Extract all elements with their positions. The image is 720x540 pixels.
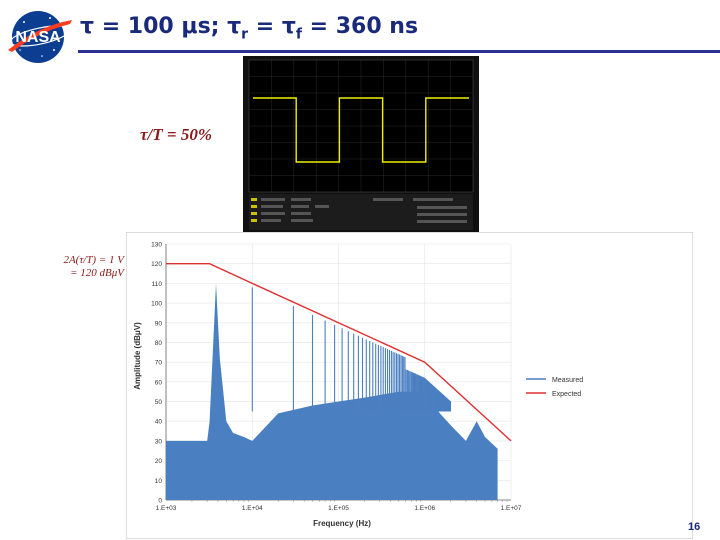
page-number: 16 <box>688 521 701 533</box>
y-tick-label: 50 <box>155 399 163 406</box>
y-tick-label: 30 <box>155 438 163 445</box>
x-tick-label: 1.E+05 <box>328 505 349 512</box>
x-tick-label: 1.E+04 <box>242 505 263 512</box>
y-tick-label: 90 <box>155 320 163 327</box>
y-tick-label: 10 <box>155 478 163 485</box>
measured-spectrum-fill <box>166 283 498 500</box>
y-tick-label: 70 <box>155 360 163 367</box>
y-tick-label: 40 <box>155 419 163 426</box>
x-tick-label: 1.E+07 <box>501 505 522 512</box>
y-tick-label: 110 <box>152 281 163 288</box>
title-sub-f: f <box>295 26 302 43</box>
title-end: = 360 ns <box>301 14 419 39</box>
amplitude-note-line1: 2A(τ/T) = 1 V <box>63 254 124 266</box>
legend-expected-label: Expected <box>552 391 581 398</box>
scope-square-wave <box>253 97 469 163</box>
title-main: τ = 100 μs; τ <box>80 14 242 39</box>
x-tick-label: 1.E+06 <box>414 505 435 512</box>
measured-harmonic-peaks <box>251 287 452 412</box>
y-tick-label: 100 <box>151 301 162 308</box>
y-tick-labels: 0 10 20 30 40 50 60 70 80 90 100 110 120 130 <box>151 242 162 505</box>
duty-cycle-label: τ/T = 50% <box>140 125 213 144</box>
y-tick-label: 0 <box>158 498 162 505</box>
legend-measured-label: Measured <box>552 377 583 384</box>
x-axis-label: Frequency (Hz) <box>313 519 371 528</box>
y-tick-label: 20 <box>155 458 163 465</box>
title-rule <box>78 50 720 53</box>
x-tick-label: 1.E+03 <box>156 505 177 512</box>
y-axis-label: Amplitude (dBμV) <box>133 322 142 390</box>
amplitude-note: 2A(τ/T) = 1 V = 120 dBμV <box>46 254 124 280</box>
slide-title: τ = 100 μs; τr = τf = 360 ns <box>80 14 418 42</box>
y-tick-label: 130 <box>151 242 162 249</box>
title-sub-r: r <box>241 26 249 43</box>
y-tick-label: 120 <box>151 261 162 268</box>
y-tick-label: 60 <box>155 379 163 386</box>
oscilloscope-screen <box>243 56 479 232</box>
scope-grid <box>249 60 473 192</box>
amplitude-note-line2: = 120 dBμV <box>70 267 124 279</box>
x-tick-labels: 1.E+03 1.E+04 1.E+05 1.E+06 1.E+07 <box>156 505 522 512</box>
nasa-logo-text: NASA <box>15 29 61 46</box>
expected-envelope-line <box>166 263 512 442</box>
nasa-logo: NASA <box>8 11 72 63</box>
y-tick-label: 80 <box>155 340 163 347</box>
title-mid: = τ <box>248 14 296 39</box>
